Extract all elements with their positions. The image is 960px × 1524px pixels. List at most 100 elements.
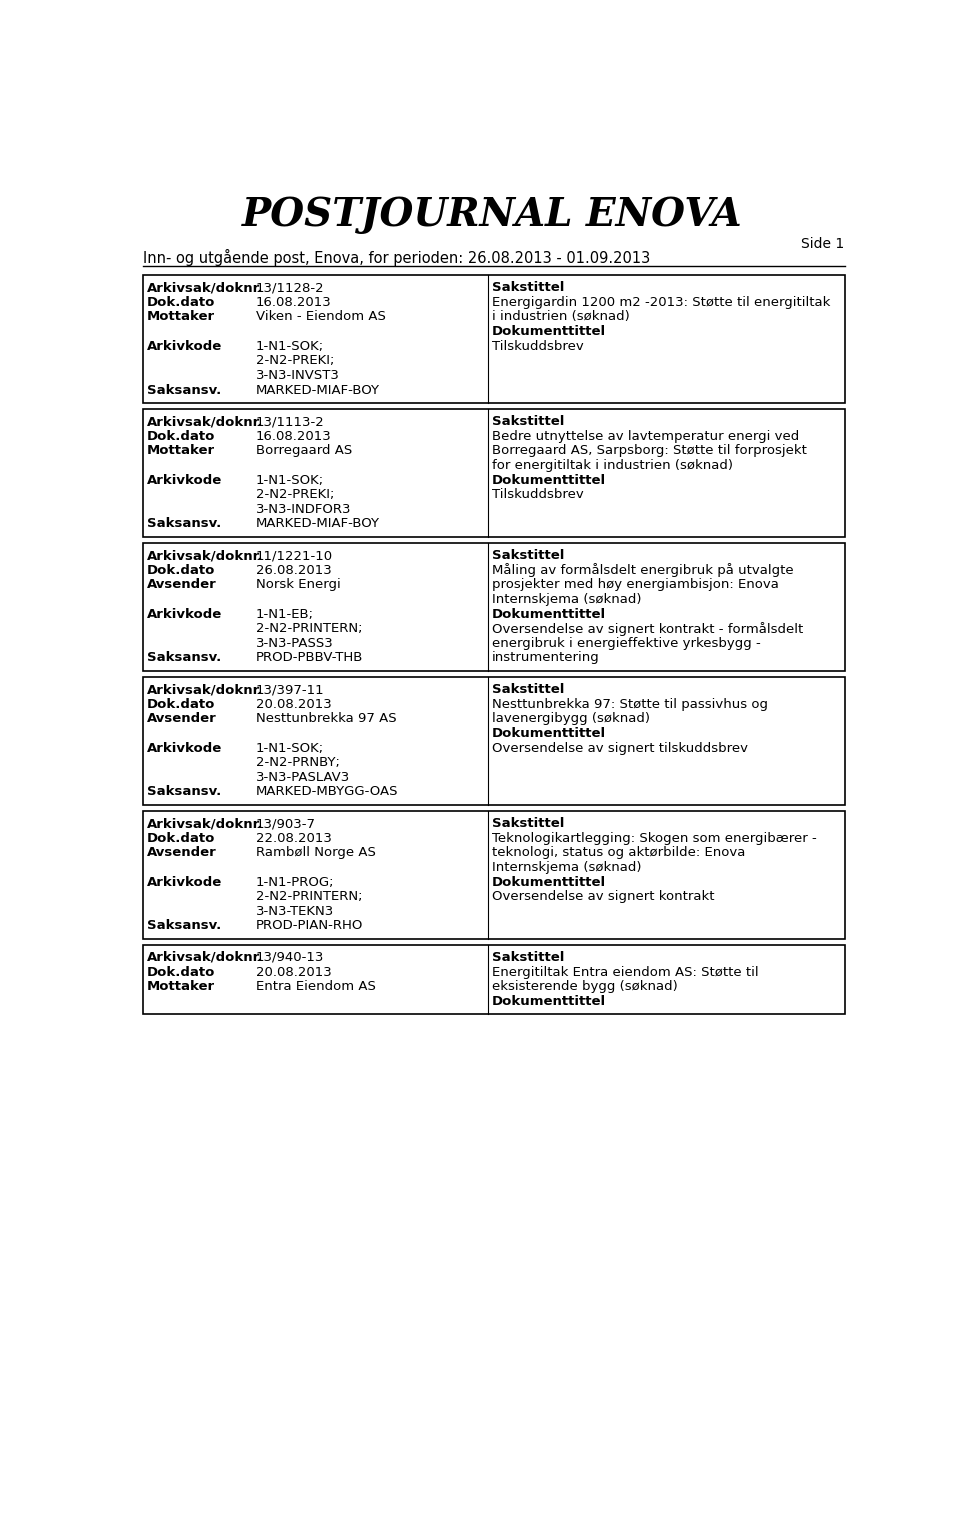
Text: Dok.dato: Dok.dato: [147, 832, 215, 844]
Text: POSTJOURNAL ENOVA: POSTJOURNAL ENOVA: [242, 197, 742, 235]
Text: Sakstittel: Sakstittel: [492, 951, 564, 965]
Text: Avsender: Avsender: [147, 712, 217, 725]
Text: Dokumenttittel: Dokumenttittel: [492, 608, 606, 620]
Text: eksisterende bygg (søknad): eksisterende bygg (søknad): [492, 980, 678, 994]
Text: Saksansv.: Saksansv.: [147, 518, 222, 530]
Text: 2-N2-PREKI;: 2-N2-PREKI;: [255, 488, 334, 501]
Text: 3-N3-PASLAV3: 3-N3-PASLAV3: [255, 771, 349, 783]
Text: MARKED-MBYGG-OAS: MARKED-MBYGG-OAS: [255, 785, 398, 799]
Text: Sakstittel: Sakstittel: [492, 817, 564, 831]
Text: Dok.dato: Dok.dato: [147, 430, 215, 442]
Text: Tilskuddsbrev: Tilskuddsbrev: [492, 488, 584, 501]
Text: 20.08.2013: 20.08.2013: [255, 966, 331, 978]
Text: Arkivkode: Arkivkode: [147, 876, 223, 888]
Text: 13/940-13: 13/940-13: [255, 951, 324, 965]
Bar: [143, 543, 845, 671]
Text: 1-N1-SOK;: 1-N1-SOK;: [255, 340, 324, 352]
Text: 13/903-7: 13/903-7: [255, 817, 316, 831]
Text: Teknologikartlegging: Skogen som energibærer -: Teknologikartlegging: Skogen som energib…: [492, 832, 817, 844]
Text: 1-N1-SOK;: 1-N1-SOK;: [255, 474, 324, 486]
Text: Dok.dato: Dok.dato: [147, 296, 215, 309]
Text: Arkivsak/doknr.: Arkivsak/doknr.: [147, 951, 264, 965]
Text: Viken - Eiendom AS: Viken - Eiendom AS: [255, 311, 386, 323]
Text: lavenergibygg (søknad): lavenergibygg (søknad): [492, 712, 650, 725]
Text: Bedre utnyttelse av lavtemperatur energi ved: Bedre utnyttelse av lavtemperatur energi…: [492, 430, 800, 442]
Text: Arkivkode: Arkivkode: [147, 340, 223, 352]
Bar: [143, 945, 845, 1015]
Text: Dok.dato: Dok.dato: [147, 966, 215, 978]
Text: 2-N2-PREKI;: 2-N2-PREKI;: [255, 354, 334, 367]
Text: 2-N2-PRNBY;: 2-N2-PRNBY;: [255, 756, 340, 770]
Text: Dokumenttittel: Dokumenttittel: [492, 995, 606, 1007]
Text: PROD-PIAN-RHO: PROD-PIAN-RHO: [255, 919, 363, 933]
Text: 1-N1-PROG;: 1-N1-PROG;: [255, 876, 334, 888]
Text: 22.08.2013: 22.08.2013: [255, 832, 331, 844]
Text: Måling av formålsdelt energibruk på utvalgte: Måling av formålsdelt energibruk på utva…: [492, 564, 794, 578]
Text: Rambøll Norge AS: Rambøll Norge AS: [255, 846, 375, 860]
Text: MARKED-MIAF-BOY: MARKED-MIAF-BOY: [255, 518, 379, 530]
Text: Oversendelse av signert tilskuddsbrev: Oversendelse av signert tilskuddsbrev: [492, 742, 748, 754]
Text: Mottaker: Mottaker: [147, 980, 215, 994]
Text: Dok.dato: Dok.dato: [147, 698, 215, 710]
Text: MARKED-MIAF-BOY: MARKED-MIAF-BOY: [255, 384, 379, 396]
Text: PROD-PBBV-THB: PROD-PBBV-THB: [255, 651, 363, 664]
Text: Saksansv.: Saksansv.: [147, 785, 222, 799]
Text: Dokumenttittel: Dokumenttittel: [492, 876, 606, 888]
Text: Sakstittel: Sakstittel: [492, 415, 564, 428]
Bar: [143, 811, 845, 939]
Text: 16.08.2013: 16.08.2013: [255, 296, 331, 309]
Text: Dokumenttittel: Dokumenttittel: [492, 325, 606, 338]
Text: i industrien (søknad): i industrien (søknad): [492, 311, 630, 323]
Text: 1-N1-SOK;: 1-N1-SOK;: [255, 742, 324, 754]
Text: Side 1: Side 1: [802, 238, 845, 251]
Text: Arkivsak/doknr.: Arkivsak/doknr.: [147, 817, 264, 831]
Text: Norsk Energi: Norsk Energi: [255, 578, 341, 591]
Text: Entra Eiendom AS: Entra Eiendom AS: [255, 980, 375, 994]
Text: Internskjema (søknad): Internskjema (søknad): [492, 593, 641, 607]
Text: 2-N2-PRINTERN;: 2-N2-PRINTERN;: [255, 890, 362, 904]
Text: Borregaard AS, Sarpsborg: Støtte til forprosjekt: Borregaard AS, Sarpsborg: Støtte til for…: [492, 445, 806, 457]
Text: 20.08.2013: 20.08.2013: [255, 698, 331, 710]
Text: 3-N3-TEKN3: 3-N3-TEKN3: [255, 905, 334, 917]
Text: energibruk i energieffektive yrkesbygg -: energibruk i energieffektive yrkesbygg -: [492, 637, 760, 649]
Text: Mottaker: Mottaker: [147, 311, 215, 323]
Text: 1-N1-EB;: 1-N1-EB;: [255, 608, 314, 620]
Text: Energitiltak Entra eiendom AS: Støtte til: Energitiltak Entra eiendom AS: Støtte ti…: [492, 966, 758, 978]
Text: Inn- og utgående post, Enova, for perioden: 26.08.2013 - 01.09.2013: Inn- og utgående post, Enova, for period…: [143, 248, 651, 267]
Text: Arkivsak/doknr.: Arkivsak/doknr.: [147, 280, 264, 294]
Text: 13/1113-2: 13/1113-2: [255, 415, 324, 428]
Text: 2-N2-PRINTERN;: 2-N2-PRINTERN;: [255, 622, 362, 636]
Text: Saksansv.: Saksansv.: [147, 651, 222, 664]
Text: Dok.dato: Dok.dato: [147, 564, 215, 576]
Text: Sakstittel: Sakstittel: [492, 549, 564, 562]
Text: 3-N3-PASS3: 3-N3-PASS3: [255, 637, 333, 649]
Text: Sakstittel: Sakstittel: [492, 683, 564, 696]
Text: instrumentering: instrumentering: [492, 651, 600, 664]
Text: Borregaard AS: Borregaard AS: [255, 445, 352, 457]
Text: 11/1221-10: 11/1221-10: [255, 549, 333, 562]
Text: Dokumenttittel: Dokumenttittel: [492, 727, 606, 741]
Text: Energigardin 1200 m2 -2013: Støtte til energitiltak: Energigardin 1200 m2 -2013: Støtte til e…: [492, 296, 830, 309]
Text: 26.08.2013: 26.08.2013: [255, 564, 331, 576]
Text: Oversendelse av signert kontrakt: Oversendelse av signert kontrakt: [492, 890, 714, 904]
Text: Avsender: Avsender: [147, 846, 217, 860]
Bar: [143, 276, 845, 404]
Text: 13/1128-2: 13/1128-2: [255, 280, 324, 294]
Text: Sakstittel: Sakstittel: [492, 280, 564, 294]
Text: teknologi, status og aktørbilde: Enova: teknologi, status og aktørbilde: Enova: [492, 846, 745, 860]
Text: Nesttunbrekka 97 AS: Nesttunbrekka 97 AS: [255, 712, 396, 725]
Text: Dokumenttittel: Dokumenttittel: [492, 474, 606, 486]
Text: Arkivkode: Arkivkode: [147, 742, 223, 754]
Text: 3-N3-INVST3: 3-N3-INVST3: [255, 369, 340, 383]
Text: Arkivsak/doknr.: Arkivsak/doknr.: [147, 683, 264, 696]
Text: Internskjema (søknad): Internskjema (søknad): [492, 861, 641, 873]
Text: Mottaker: Mottaker: [147, 445, 215, 457]
Text: Arkivsak/doknr.: Arkivsak/doknr.: [147, 549, 264, 562]
Text: Arkivsak/doknr.: Arkivsak/doknr.: [147, 415, 264, 428]
Text: prosjekter med høy energiambisjon: Enova: prosjekter med høy energiambisjon: Enova: [492, 578, 779, 591]
Text: Saksansv.: Saksansv.: [147, 384, 222, 396]
Text: 13/397-11: 13/397-11: [255, 683, 324, 696]
Text: 3-N3-INDFOR3: 3-N3-INDFOR3: [255, 503, 351, 515]
Text: for energitiltak i industrien (søknad): for energitiltak i industrien (søknad): [492, 459, 733, 472]
Text: Tilskuddsbrev: Tilskuddsbrev: [492, 340, 584, 352]
